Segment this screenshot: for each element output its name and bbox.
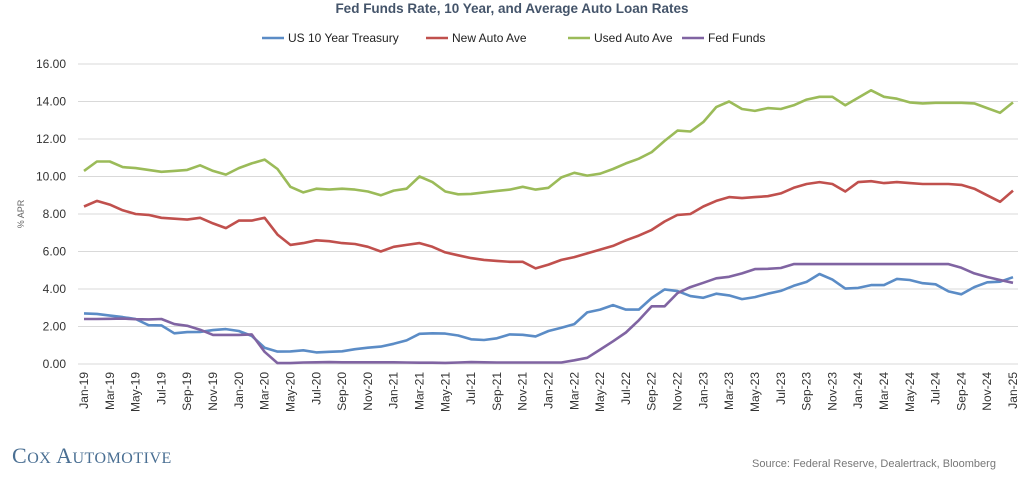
legend-item: US 10 Year Treasury bbox=[262, 31, 399, 45]
legend-label: New Auto Ave bbox=[452, 31, 527, 45]
source-note: Source: Federal Reserve, Dealertrack, Bl… bbox=[752, 458, 996, 470]
x-tick-label: Sep-19 bbox=[180, 372, 194, 411]
legend-item: Used Auto Ave bbox=[568, 31, 673, 45]
y-tick-label: 10.00 bbox=[36, 170, 66, 184]
x-tick-label: Mar-22 bbox=[567, 372, 581, 410]
legend-label: Fed Funds bbox=[708, 31, 765, 45]
x-tick-label: May-24 bbox=[903, 372, 917, 412]
x-tick-label: Jul-20 bbox=[309, 372, 323, 405]
legend-item: Fed Funds bbox=[682, 31, 765, 45]
x-tick-label: Sep-22 bbox=[645, 372, 659, 411]
y-tick-labels: 0.00 2.00 4.00 6.00 8.00 10.00 12.00 14.00 16.00 bbox=[36, 57, 66, 371]
x-tick-label: Nov-20 bbox=[361, 372, 375, 411]
x-tick-label: May-22 bbox=[593, 372, 607, 412]
gridlines bbox=[78, 63, 1018, 365]
chart-title: Fed Funds Rate, 10 Year, and Average Aut… bbox=[335, 1, 688, 16]
cox-automotive-logo: COX AUTOMOTIVE bbox=[12, 443, 172, 468]
x-tick-label: Jul-21 bbox=[464, 372, 478, 405]
legend: US 10 Year Treasury New Auto Ave Used Auto… bbox=[262, 31, 765, 45]
y-tick-label: 2.00 bbox=[43, 320, 67, 334]
x-tick-label: Sep-21 bbox=[490, 372, 504, 411]
x-tick-label: Mar-19 bbox=[103, 372, 117, 410]
x-tick-label: May-21 bbox=[438, 372, 452, 412]
x-tick-label: Jan-21 bbox=[387, 372, 401, 409]
x-tick-label: May-20 bbox=[283, 372, 297, 412]
y-tick-label: 8.00 bbox=[43, 207, 67, 221]
x-tick-label: Mar-24 bbox=[877, 372, 891, 410]
x-tick-label: Jan-19 bbox=[77, 372, 91, 409]
y-tick-label: 6.00 bbox=[43, 245, 67, 259]
x-tick-label: Sep-23 bbox=[800, 372, 814, 411]
x-tick-label: Jan-24 bbox=[851, 372, 865, 409]
legend-label: Used Auto Ave bbox=[594, 31, 673, 45]
legend-label: US 10 Year Treasury bbox=[288, 31, 399, 45]
line-chart: Fed Funds Rate, 10 Year, and Average Aut… bbox=[16, 1, 1020, 412]
x-tick-label: Jul-19 bbox=[154, 372, 168, 405]
legend-item: New Auto Ave bbox=[426, 31, 527, 45]
x-tick-label: Mar-20 bbox=[258, 372, 272, 410]
x-tick-label: Sep-20 bbox=[335, 372, 349, 411]
x-tick-label: Jan-20 bbox=[232, 372, 246, 409]
y-tick-label: 14.00 bbox=[36, 95, 66, 109]
x-tick-label: Nov-24 bbox=[980, 372, 994, 411]
series-lines bbox=[83, 89, 1014, 365]
x-tick-label: Nov-23 bbox=[825, 372, 839, 411]
x-tick-label: Jul-23 bbox=[774, 372, 788, 405]
y-tick-label: 16.00 bbox=[36, 57, 66, 71]
x-tick-label: May-23 bbox=[748, 372, 762, 412]
y-tick-label: 12.00 bbox=[36, 132, 66, 146]
series-line-new-auto-ave bbox=[83, 179, 1014, 270]
x-tick-label: Jan-25 bbox=[1006, 372, 1020, 409]
x-tick-label: Mar-21 bbox=[412, 372, 426, 410]
x-tick-label: Jul-22 bbox=[619, 372, 633, 405]
x-tick-labels: Jan-19 Mar-19 May-19 Jul-19 Sep-19 Nov-19 Jan-… bbox=[77, 372, 1020, 412]
y-tick-label: 4.00 bbox=[43, 282, 67, 296]
x-tick-label: Nov-19 bbox=[206, 372, 220, 411]
x-tick-label: Mar-23 bbox=[722, 372, 736, 410]
y-axis-label: % APR bbox=[16, 199, 26, 228]
x-tick-label: Jan-23 bbox=[696, 372, 710, 409]
series-line-used-auto-ave bbox=[83, 89, 1014, 197]
x-tick-label: Jan-22 bbox=[542, 372, 556, 409]
y-tick-label: 0.00 bbox=[43, 357, 67, 371]
series-line-us-10-year-treasury bbox=[83, 272, 1014, 354]
x-tick-label: Nov-22 bbox=[671, 372, 685, 411]
x-tick-label: Sep-24 bbox=[954, 372, 968, 411]
x-tick-label: Jul-24 bbox=[929, 372, 943, 405]
series-line-fed-funds bbox=[84, 262, 1014, 365]
x-tick-label: May-19 bbox=[129, 372, 143, 412]
x-tick-label: Nov-21 bbox=[516, 372, 530, 411]
